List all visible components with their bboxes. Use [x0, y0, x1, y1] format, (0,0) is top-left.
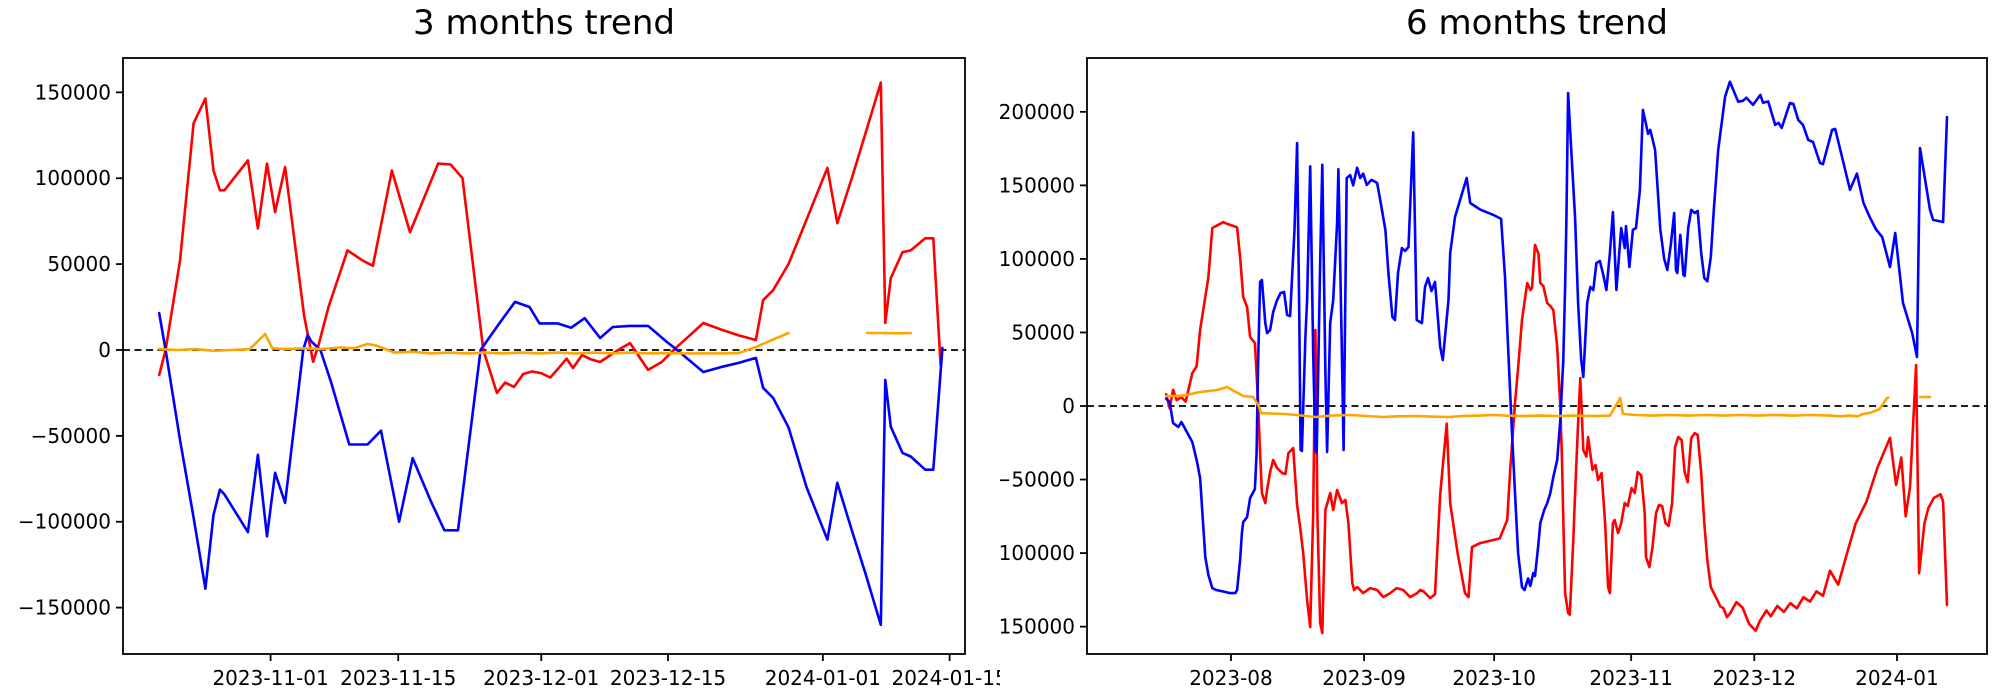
chart-title-6-months: 6 months trend — [1406, 3, 1668, 43]
axes-border — [122, 57, 966, 655]
x-tick-label: 2023-11-01 — [212, 666, 328, 690]
orange-series-line — [1164, 385, 1890, 419]
y-tick-label: 50000 — [47, 252, 111, 276]
y-tick-label: 100000 — [1000, 247, 1075, 271]
chart-title-3-months: 3 months trend — [413, 3, 675, 43]
axes-border — [1086, 57, 1988, 655]
y-tick-label: −50000 — [1000, 468, 1075, 492]
x-tick-label: 2023-12-15 — [610, 666, 726, 690]
three-months-trend-plot: 150000 100000 50000 0 −50000 −100000 −150000 20… — [18, 57, 1000, 690]
y-tick-label: 150000 — [1000, 173, 1075, 197]
y-tick-label: −150000 — [1000, 615, 1075, 639]
y-tick-label: 100000 — [35, 166, 111, 190]
x-tick-label: 2024-01 — [1855, 666, 1939, 690]
y-tick-label: −100000 — [18, 510, 111, 534]
x-tick-label: 2023-09 — [1322, 666, 1406, 690]
y-tick-label: 150000 — [35, 80, 111, 104]
y-tick-label: −100000 — [1000, 541, 1075, 565]
x-tick-label: 2024-01-01 — [765, 666, 881, 690]
y-tick-label: 200000 — [1000, 100, 1075, 124]
orange-series-line — [157, 331, 790, 355]
x-tick-label: 2023-11 — [1589, 666, 1673, 690]
y-tick-label: −50000 — [31, 424, 111, 448]
blue-series-line — [1164, 80, 1949, 595]
x-tick-label: 2023-10 — [1452, 666, 1536, 690]
y-tick-label: 0 — [1062, 394, 1075, 418]
blue-series-line — [157, 300, 944, 627]
x-tick-label: 2023-08 — [1189, 666, 1273, 690]
y-tick-label: −150000 — [18, 596, 111, 620]
six-months-trend-plot: 200000 150000 100000 50000 0 −50000 −100000 −15… — [1000, 57, 1988, 690]
red-series-line — [1164, 220, 1949, 635]
y-tick-label: 50000 — [1011, 320, 1075, 344]
red-series-line — [157, 81, 942, 395]
x-tick-label: 2023-12-01 — [483, 666, 599, 690]
x-tick-label: 2024-01-15 — [891, 666, 1000, 690]
y-tick-label: 0 — [98, 338, 111, 362]
x-tick-label: 2023-11-15 — [340, 666, 456, 690]
x-tick-label: 2023-12 — [1712, 666, 1796, 690]
